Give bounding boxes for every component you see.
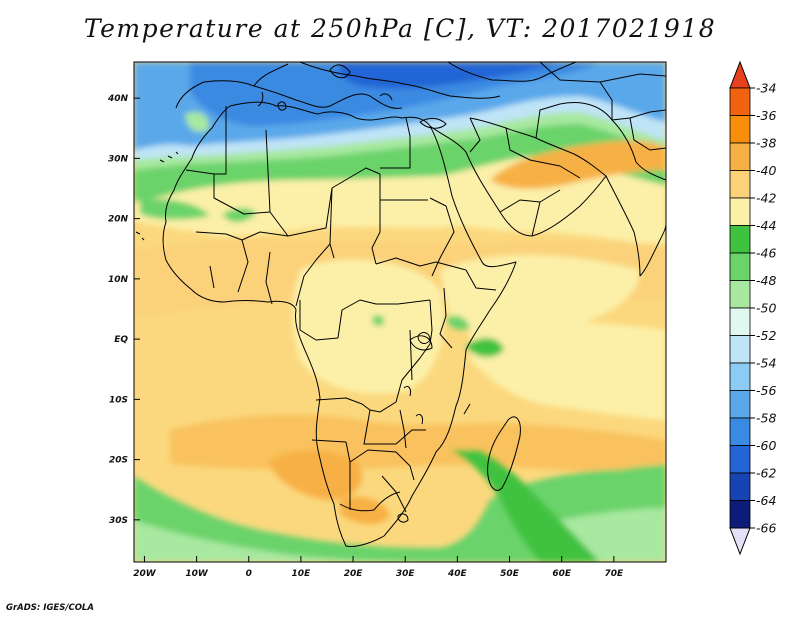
colorbar-bottom-arrow — [729, 527, 751, 556]
lat-tick-label: 20S — [109, 456, 128, 466]
colorbar-swatch — [729, 115, 751, 144]
colorbar-label: -40 — [756, 163, 776, 178]
colorbar-label: -44 — [756, 218, 776, 233]
lon-tick-label: 0 — [246, 569, 252, 579]
plot-frame — [133, 61, 667, 563]
colorbar-swatch — [729, 335, 751, 364]
lon-tick-label: 20W — [133, 569, 157, 579]
lat-tick-label: EQ — [114, 335, 128, 345]
colorbar-label: -42 — [756, 191, 776, 206]
colorbar-swatch — [729, 417, 751, 446]
colorbar-top-arrow — [729, 60, 751, 89]
lon-tick-label: 10E — [292, 569, 312, 579]
lon-tick-label: 70E — [604, 569, 624, 579]
latitude-tick-labels: 40N 30N 20N 10N EQ 10S 20S 30S — [107, 94, 129, 526]
temperature-field — [134, 62, 666, 562]
lat-tick-label: 20N — [108, 215, 129, 225]
colorbar-label: -46 — [756, 246, 776, 261]
lon-tick-label: 20E — [344, 569, 364, 579]
lon-tick-label: 10W — [185, 569, 209, 579]
lon-tick-label: 60E — [552, 569, 572, 579]
colorbar-label: -50 — [756, 301, 776, 316]
colorbar-swatch — [729, 170, 751, 199]
lat-tick-label: 10N — [108, 275, 129, 285]
colorbar-label: -60 — [756, 438, 776, 453]
colorbar-label: -56 — [756, 383, 776, 398]
colorbar-swatch — [729, 280, 751, 309]
colorbar-swatch — [729, 307, 751, 336]
colorbar-swatch — [729, 445, 751, 474]
map-title: Temperature at 250hPa [C], VT: 201702191… — [83, 14, 717, 43]
colorbar-swatch — [729, 252, 751, 281]
lat-tick-label: 40N — [107, 94, 129, 104]
colorbar-swatch — [729, 225, 751, 254]
lat-tick-label: 10S — [109, 395, 128, 405]
colorbar-label: -52 — [756, 328, 776, 343]
colorbar-swatch — [729, 472, 751, 501]
colorbar-label: -48 — [756, 273, 776, 288]
lon-tick-label: 30E — [396, 569, 416, 579]
colorbar-label: -66 — [756, 521, 776, 536]
longitude-tick-labels: 20W 10W 0 10E 20E 30E 40E 50E 60E 70E — [133, 569, 624, 579]
colorbar-label: -54 — [756, 356, 776, 371]
colorbar-label: -58 — [756, 411, 776, 426]
colorbar-label: -34 — [756, 81, 776, 96]
colorbar-label: -38 — [756, 136, 776, 151]
axis-ticks — [134, 97, 615, 562]
colorbar-swatch — [729, 390, 751, 419]
colorbar-label: -36 — [756, 108, 776, 123]
lat-tick-label: 30N — [108, 154, 129, 164]
color-bar: -34 -36 -38 -40 -42 -44 -46 -48 -50 -52 -54 -56 -58 -… — [729, 60, 776, 556]
lon-tick-label: 50E — [500, 569, 520, 579]
colorbar-label: -62 — [756, 466, 776, 481]
colorbar-swatch — [729, 142, 751, 171]
colorbar-swatch — [729, 197, 751, 226]
credit-label: GrADS: IGES/COLA — [6, 603, 94, 613]
lon-tick-label: 40E — [447, 569, 468, 579]
colorbar-swatch — [729, 362, 751, 391]
colorbar-swatch — [729, 87, 751, 116]
lat-tick-label: 30S — [109, 516, 128, 526]
colorbar-swatch — [729, 500, 751, 529]
colorbar-label: -64 — [756, 493, 776, 508]
